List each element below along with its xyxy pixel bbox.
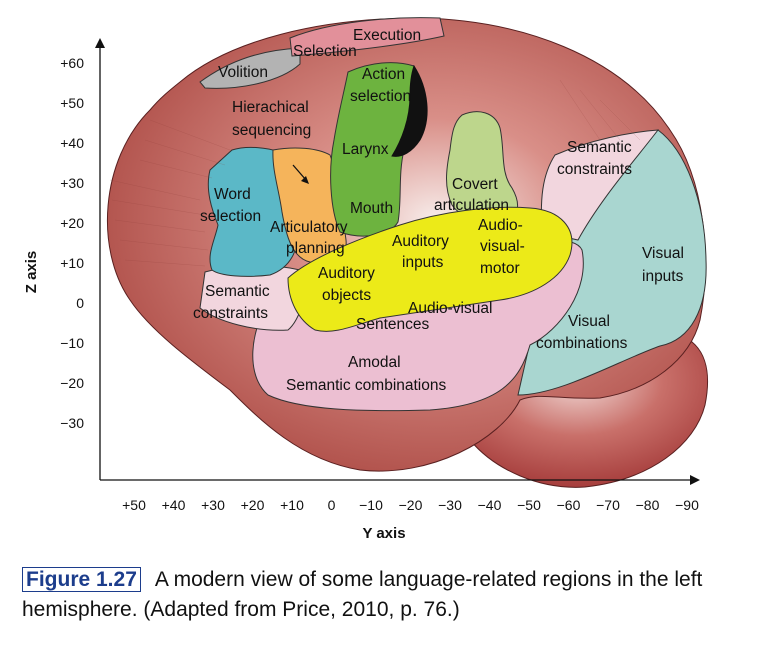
y-tick-label: +10	[280, 497, 304, 513]
label-planning: planning	[286, 240, 345, 257]
y-axis-title: Y axis	[362, 525, 405, 542]
y-tick-label: −70	[596, 497, 620, 513]
y-tick-label: −20	[399, 497, 423, 513]
label-sequencing: sequencing	[232, 122, 311, 139]
arrow-articulatory	[292, 164, 307, 181]
y-tick-label: +30	[201, 497, 225, 513]
label-visual-combinations-2: combinations	[536, 335, 628, 352]
label-covert: Covert	[452, 176, 498, 193]
z-axis-ticks: +60 +50 +40 +30 +20 +10 0 −10 −20 −30	[60, 55, 84, 431]
label-auditory-inputs-2: inputs	[402, 254, 444, 271]
label-mouth: Mouth	[350, 200, 393, 217]
label-audio-1: Audio-	[478, 217, 523, 234]
y-tick-label: −60	[557, 497, 581, 513]
label-word: Word	[214, 186, 251, 203]
label-visual-inputs-1: Visual	[642, 245, 684, 262]
z-tick-label: +40	[60, 135, 84, 151]
z-tick-label: +10	[60, 255, 84, 271]
y-tick-label: 0	[328, 497, 336, 513]
figure-caption: Figure 1.27 A modern view of some languag…	[22, 565, 742, 625]
y-tick-label: +50	[122, 497, 146, 513]
label-sentences: Sentences	[356, 316, 429, 333]
label-amodal: Amodal	[348, 354, 401, 371]
y-tick-label: −80	[636, 497, 660, 513]
z-tick-label: +60	[60, 55, 84, 71]
z-tick-label: −20	[60, 375, 84, 391]
label-semantic-combinations: Semantic combinations	[286, 377, 446, 394]
z-axis-title: Z axis	[23, 251, 40, 294]
region-auditory-audio-visual	[287, 206, 573, 332]
y-axis-ticks: +50 +40 +30 +20 +10 0 −10 −20 −30 −40 −50 −60 −70 −80…	[122, 497, 699, 513]
y-tick-label: +20	[241, 497, 265, 513]
label-semantic-left-2: constraints	[193, 305, 268, 322]
label-hierachical: Hierachical	[232, 99, 309, 116]
label-semantic-left-1: Semantic	[205, 283, 270, 300]
y-tick-label: −40	[478, 497, 502, 513]
brain-language-regions-diagram: +60 +50 +40 +30 +20 +10 0 −10 −20 −30 +50 +40 +30 +2…	[23, 17, 708, 542]
region-execution-selection	[289, 17, 445, 57]
label-articulatory: Articulatory	[270, 219, 348, 236]
label-visual-inputs-2: inputs	[642, 268, 684, 285]
label-visual-combinations-1: Visual	[568, 313, 610, 330]
z-tick-label: 0	[76, 295, 84, 311]
label-audio-2: visual-	[480, 238, 525, 255]
label-execution: Execution	[353, 27, 421, 44]
z-tick-label: +30	[60, 175, 84, 191]
region-dark-crescent	[391, 64, 428, 157]
label-auditory-objects-1: Auditory	[318, 265, 375, 282]
label-action-selection-2: selection	[350, 88, 411, 105]
z-tick-label: +20	[60, 215, 84, 231]
label-audio-visual: Audio-visual	[408, 300, 492, 317]
label-volition: Volition	[218, 64, 268, 81]
y-tick-label: −90	[675, 497, 699, 513]
label-selection: Selection	[293, 43, 357, 60]
z-axis-arrow	[95, 38, 105, 48]
label-selection-word: selection	[200, 208, 261, 225]
label-larynx: Larynx	[342, 141, 389, 158]
region-volition	[199, 47, 301, 89]
brain-texture	[109, 79, 641, 267]
y-tick-label: −50	[517, 497, 541, 513]
y-tick-label: −30	[438, 497, 462, 513]
z-tick-label: −10	[60, 335, 84, 351]
label-action-selection-1: Action	[362, 66, 405, 83]
label-semantic-right-2: constraints	[557, 161, 632, 178]
label-auditory-objects-2: objects	[322, 287, 371, 304]
y-tick-label: +40	[162, 497, 186, 513]
caption-text: A modern view of some language-related r…	[22, 568, 703, 621]
figure-label: Figure 1.27	[22, 567, 141, 592]
y-axis-arrow	[690, 475, 700, 485]
region-semantic-constraints-right	[540, 129, 660, 241]
label-semantic-right-1: Semantic	[567, 139, 632, 156]
z-tick-label: −30	[60, 415, 84, 431]
label-auditory-inputs-1: Auditory	[392, 233, 449, 250]
y-tick-label: −10	[359, 497, 383, 513]
z-tick-label: +50	[60, 95, 84, 111]
label-articulation: articulation	[434, 197, 509, 214]
arrow-articulatory-head	[301, 176, 309, 184]
label-audio-3: motor	[480, 260, 520, 277]
